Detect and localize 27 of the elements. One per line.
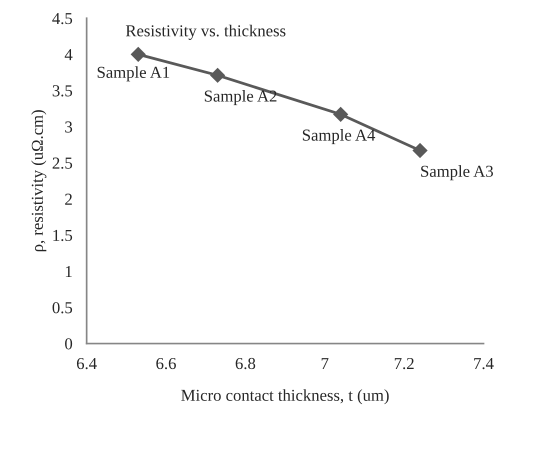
- x-tick-label: 6.8: [236, 358, 256, 370]
- x-tick-label: 7: [322, 358, 328, 369]
- y-tick-label: 1.5: [53, 230, 72, 242]
- point: [412, 143, 428, 158]
- y-tick-label: 2.5: [52, 158, 72, 169]
- x-axis-title: Micro contact thickness, t (um): [181, 389, 389, 404]
- y-tick-label: 2: [65, 194, 72, 205]
- y-tick-label: 1: [66, 266, 72, 278]
- x-tick-label: 6.6: [156, 358, 176, 370]
- y-tick-label: 3.5: [52, 85, 72, 97]
- y-tick-label: 0: [65, 338, 72, 350]
- y-tick-label: 4.5: [52, 13, 72, 24]
- annotation: Sample A1: [98, 66, 170, 82]
- y-tick-label: 0.5: [52, 302, 72, 314]
- annotation: Sample A3: [421, 165, 493, 180]
- annotation: Sample A2: [204, 90, 276, 106]
- y-axis-title: ρ, resistivity (uΩ.cm): [31, 110, 46, 252]
- chart-title: Resistivity vs. thickness: [126, 24, 286, 40]
- y-tick-label: 4: [64, 49, 72, 60]
- point: [130, 46, 146, 62]
- annotation: Sample A4: [302, 129, 376, 144]
- x-tick-label: 6.4: [76, 358, 97, 370]
- point: [210, 68, 226, 83]
- x-tick-label: 7.4: [474, 358, 494, 370]
- y-tick-label: 3: [65, 121, 72, 133]
- x-tick-label: 7.2: [394, 358, 414, 370]
- point: [333, 106, 348, 122]
